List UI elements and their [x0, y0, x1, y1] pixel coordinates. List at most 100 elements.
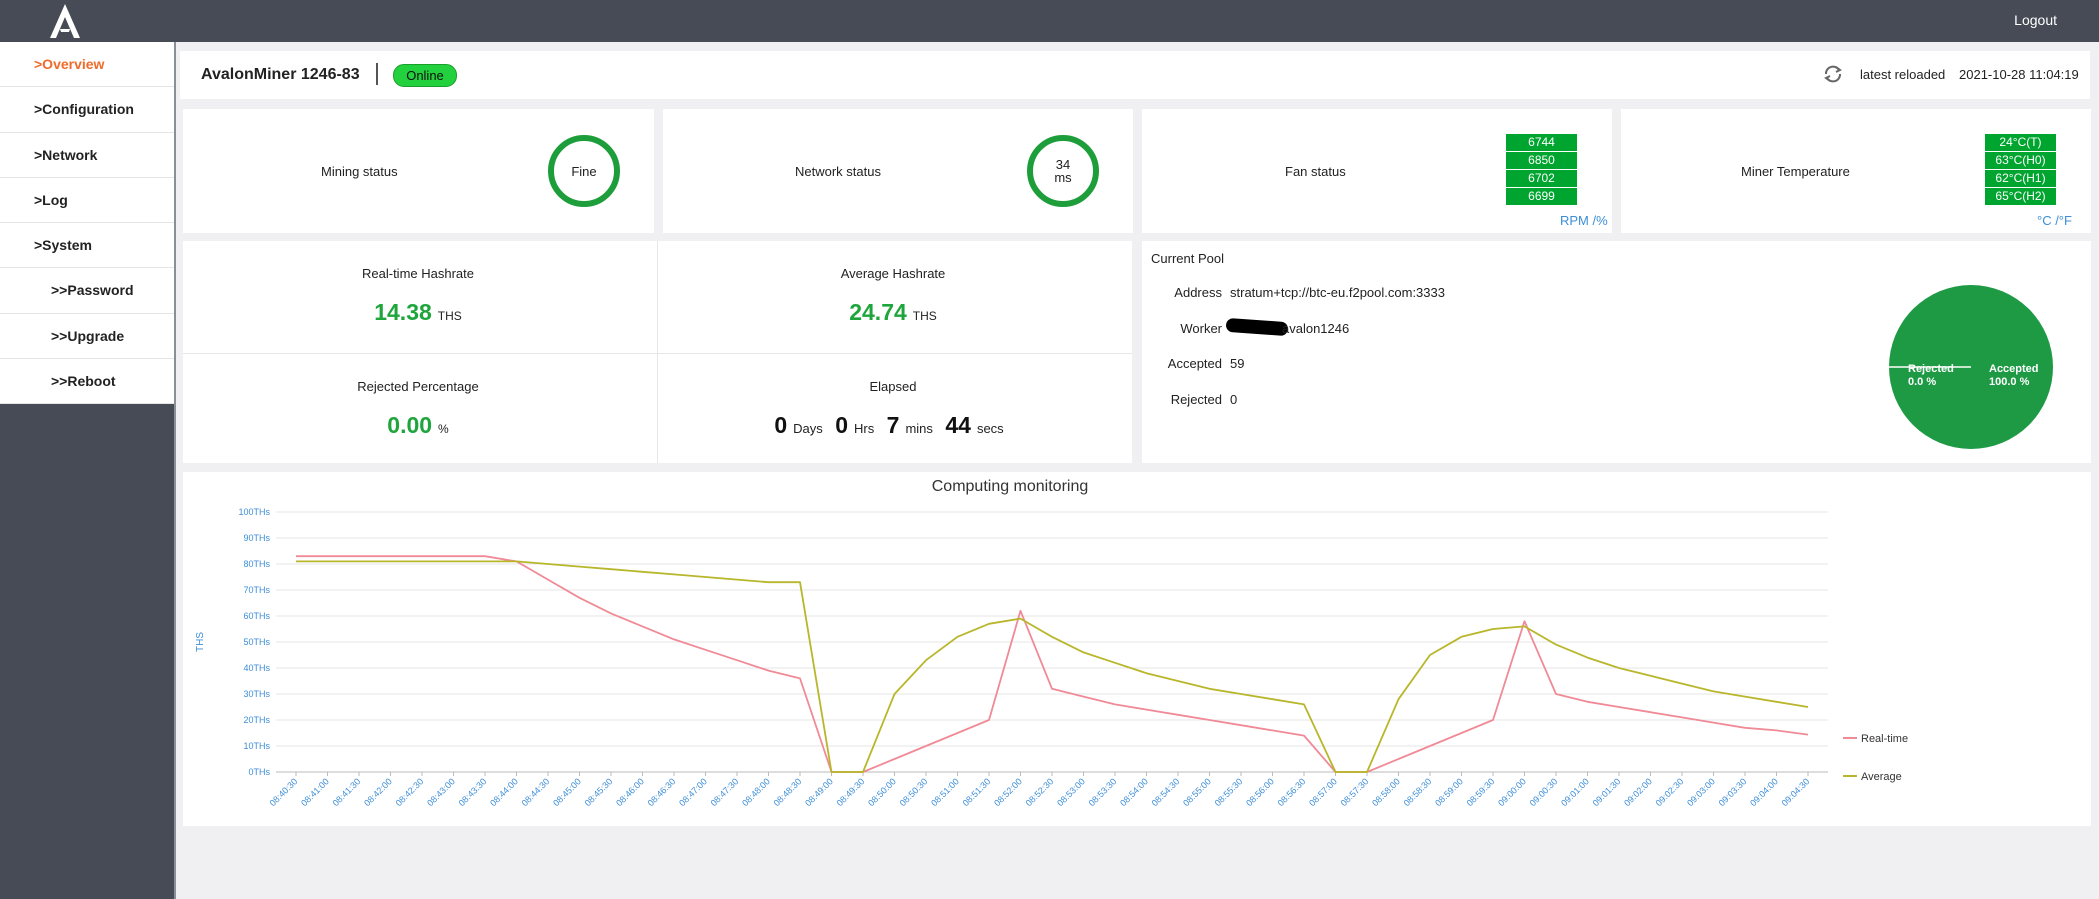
pool-address: stratum+tcp://btc-eu.f2pool.com:3333 [1230, 285, 1445, 300]
pool-address-label: Address [1174, 285, 1222, 300]
x-tick-label: 09:04:00 [1748, 776, 1780, 808]
pie-rejected-label: Rejected 0.0 % [1908, 363, 1954, 388]
x-tick-label: 08:47:00 [677, 776, 709, 808]
chart-title: Computing monitoring [931, 478, 1089, 495]
x-tick-label: 08:56:00 [1244, 776, 1276, 808]
sidebar-item-configuration[interactable]: >Configuration [0, 87, 174, 133]
y-tick-label: 0THs [248, 767, 270, 777]
sidebar-item-overview[interactable]: >Overview [0, 42, 174, 88]
x-tick-label: 09:03:30 [1717, 776, 1749, 808]
x-tick-label: 08:55:00 [1181, 776, 1213, 808]
realtime-hashrate-value: 14.38 [374, 299, 432, 325]
x-tick-label: 08:50:00 [866, 776, 898, 808]
realtime-hashrate-label: Real-time Hashrate [362, 266, 474, 281]
x-tick-label: 08:43:30 [457, 776, 489, 808]
elapsed-hrs: 0 [835, 412, 848, 438]
pool-rejected: 0 [1230, 392, 1238, 407]
x-tick-label: 08:54:30 [1150, 776, 1182, 808]
network-latency-unit: ms [1054, 170, 1072, 185]
sidebar-item-reboot[interactable]: >>Reboot [0, 359, 174, 405]
elapsed-mins-unit: mins [905, 421, 933, 436]
x-tick-label: 09:00:00 [1496, 776, 1528, 808]
x-tick-label: 08:44:00 [488, 776, 520, 808]
x-tick-label: 08:59:30 [1465, 776, 1497, 808]
fan-rpm-1: 6744 [1506, 134, 1577, 151]
mining-status-card: Mining status Fine [183, 109, 654, 233]
x-tick-label: 08:42:00 [362, 776, 394, 808]
sidebar-item-upgrade[interactable]: >>Upgrade [0, 314, 174, 360]
computing-monitoring-chart: 0THs 10THs 20THs 30THs 40THs 50THs 60THs 70THs 8… [195, 507, 1908, 808]
sidebar-item-log[interactable]: >Log [0, 178, 174, 224]
x-tick-label: 08:58:30 [1402, 776, 1434, 808]
x-tick-label: 08:56:30 [1276, 776, 1308, 808]
logout-link[interactable]: Logout [2014, 12, 2057, 28]
pool-rejected-label: Rejected [1170, 392, 1222, 407]
top-bar: Logout [0, 0, 2099, 42]
computing-monitoring-panel [183, 472, 2091, 826]
x-tick-label: 08:58:00 [1370, 776, 1402, 808]
y-tick-label: 10THs [243, 741, 270, 751]
header-panel [180, 51, 2090, 99]
network-status-ring: 34 ms [1027, 135, 1099, 207]
reload-label: latest reloaded [1860, 67, 1946, 82]
x-tick-label: 08:46:30 [646, 776, 678, 808]
pool-worker-label: Worker [1180, 321, 1222, 336]
status-badge: Online [393, 64, 457, 87]
elapsed-secs-unit: secs [976, 421, 1004, 436]
refresh-icon[interactable] [1822, 63, 1844, 85]
x-tick-label: 09:02:00 [1622, 776, 1654, 808]
x-tick-label: 08:49:00 [803, 776, 835, 808]
y-tick-label: 70THs [243, 585, 270, 595]
y-tick-label: 30THs [243, 689, 270, 699]
sidebar-menu: >Overview >Configuration >Network >Log >… [0, 42, 174, 405]
x-tick-label: 08:44:30 [520, 776, 552, 808]
x-tick-label: 08:43:00 [425, 776, 457, 808]
pool-accepted: 59 [1230, 356, 1245, 371]
x-tick-label: 08:42:30 [394, 776, 426, 808]
x-tick-label: 08:52:30 [1024, 776, 1056, 808]
reload-time: 2021-10-28 11:04:19 [1959, 67, 2079, 82]
current-pool-title: Current Pool [1151, 251, 1224, 266]
header-separator [376, 63, 378, 85]
sidebar-item-password[interactable]: >>Password [0, 268, 174, 314]
x-tick-label: 09:01:00 [1559, 776, 1591, 808]
x-tick-label: 08:53:00 [1055, 776, 1087, 808]
pool-accepted-label: Accepted [1167, 356, 1222, 371]
x-tick-label: 08:54:00 [1118, 776, 1150, 808]
fan-unit-toggle[interactable]: RPM /% [1560, 213, 1608, 228]
temp-unit-toggle[interactable]: °C /°F [2037, 213, 2072, 228]
network-status-card: Network status 34 ms [663, 109, 1133, 233]
x-tick-label: 08:46:00 [614, 776, 646, 808]
fan-status-card: Fan status 6744 6850 6702 6699 RPM /% [1142, 109, 1612, 233]
x-tick-label: 09:02:30 [1654, 776, 1686, 808]
hashrate-panel: Real-time Hashrate 14.38 THS Average Hash… [183, 241, 1132, 463]
x-tick-label: 08:49:30 [835, 776, 867, 808]
x-tick-label: 08:45:30 [583, 776, 615, 808]
x-tick-label: 08:55:30 [1213, 776, 1245, 808]
mining-status-value: Fine [571, 163, 597, 179]
sidebar: >Overview >Configuration >Network >Log >… [0, 42, 174, 899]
temp-t: 24°C(T) [1985, 134, 2056, 151]
device-name: AvalonMiner 1246-83 [201, 66, 360, 83]
average-hashrate: 24.74 THS [658, 299, 1128, 326]
y-tick-label: 60THs [243, 611, 270, 621]
elapsed-mins: 7 [886, 412, 900, 438]
share-pie-chart [1889, 285, 2053, 449]
x-tick-label: 08:41:00 [299, 776, 331, 808]
mining-status-ring: Fine [548, 135, 620, 207]
network-latency-value: 34 [1055, 157, 1071, 172]
rejected-percentage: 0.00% [183, 412, 653, 439]
average-hashrate-value: 24.74 [849, 299, 907, 325]
x-tick-label: 08:48:00 [740, 776, 772, 808]
x-tick-label: 08:57:00 [1307, 776, 1339, 808]
pie-accepted-label: Accepted 100.0 % [1989, 363, 2039, 388]
realtime-hashrate: 14.38 THS [183, 299, 653, 326]
x-tick-label: 08:50:30 [898, 776, 930, 808]
fan-rpm-3: 6702 [1506, 170, 1577, 187]
rejected-percentage-unit: % [438, 422, 449, 436]
temperature-label: Miner Temperature [1741, 164, 1850, 179]
x-tick-label: 08:59:00 [1433, 776, 1465, 808]
x-tick-label: 09:03:00 [1685, 776, 1717, 808]
sidebar-item-network[interactable]: >Network [0, 133, 174, 178]
sidebar-item-system[interactable]: >System [0, 223, 174, 269]
